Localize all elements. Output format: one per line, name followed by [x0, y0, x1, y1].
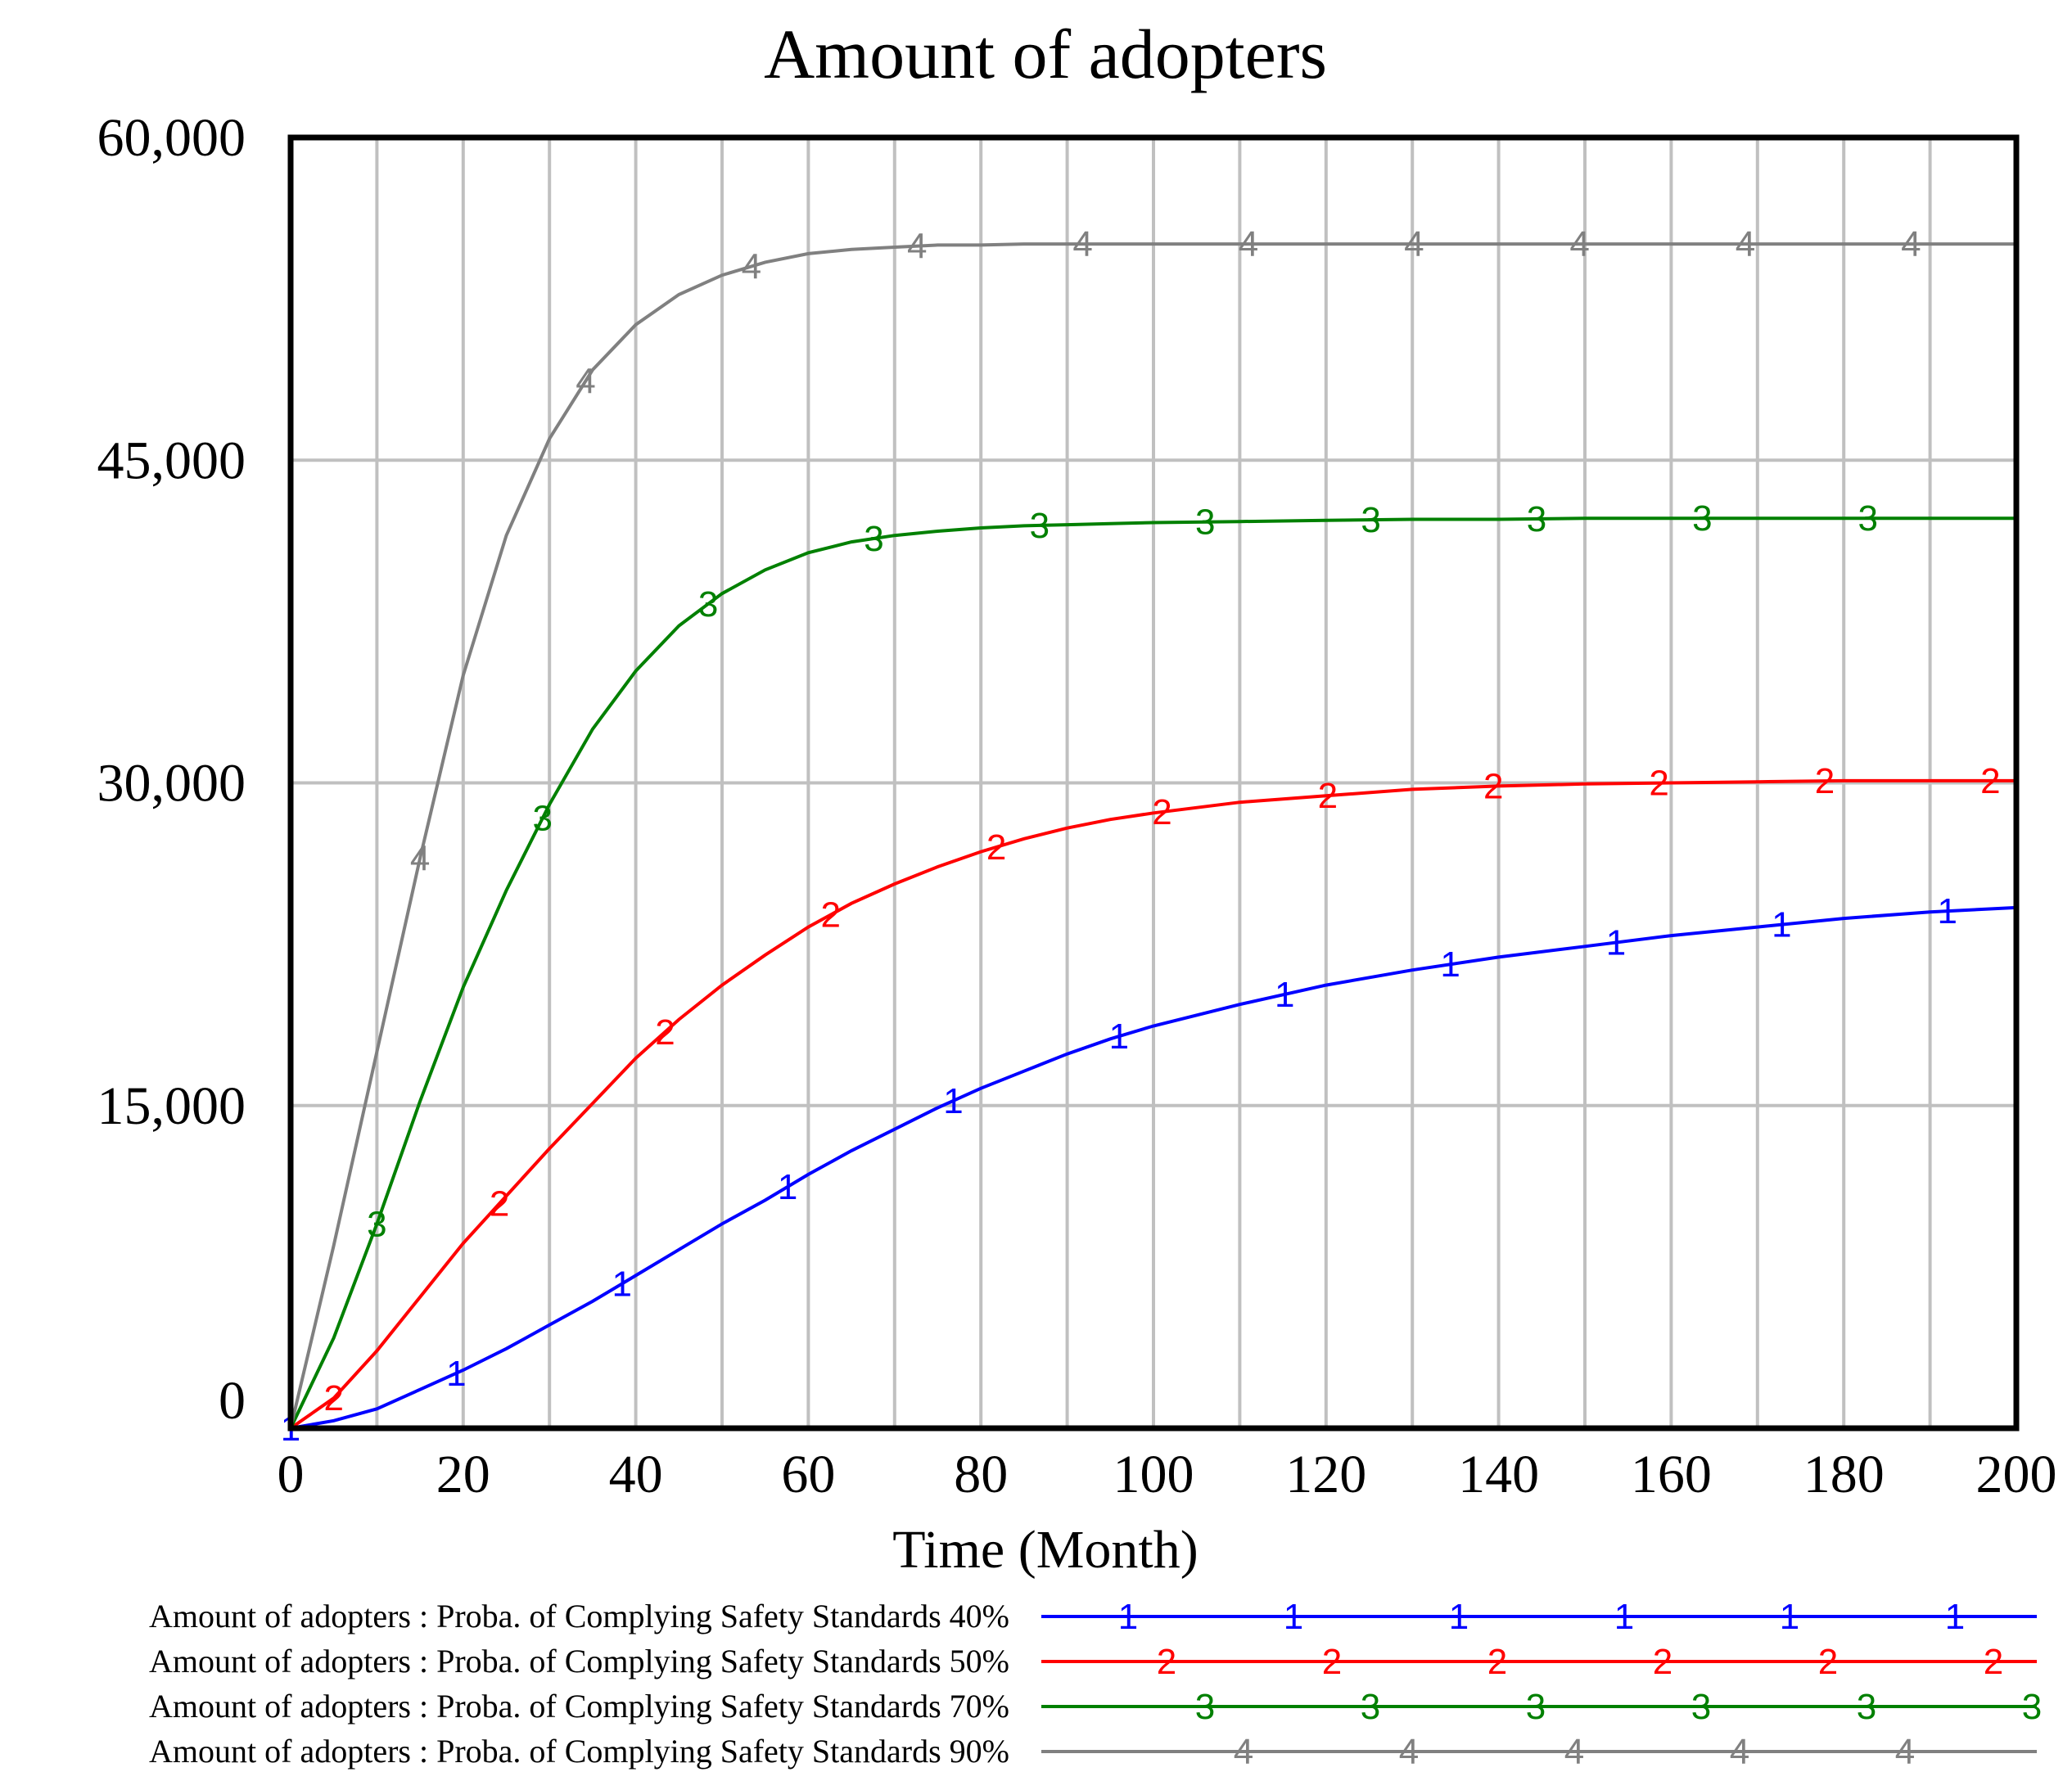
legend-label: Amount of adopters : Proba. of Complying…	[149, 1733, 1009, 1770]
legend-marker-2: 2	[1322, 1642, 1342, 1682]
series-marker-4: 4	[907, 227, 927, 267]
y-tick-label: 45,000	[97, 431, 246, 490]
series-marker-3: 3	[1527, 499, 1546, 539]
legend-marker-1: 1	[1118, 1597, 1138, 1637]
series-marker-4: 4	[1901, 224, 1921, 264]
x-axis: 0 20 40 60 80 100 120 140 160 180 200	[278, 1445, 2057, 1504]
series-line-1	[290, 905, 2017, 1430]
series-marker-2: 2	[655, 1012, 675, 1053]
legend-label: Amount of adopters : Proba. of Complying…	[149, 1643, 1009, 1680]
series-marker-4: 4	[410, 838, 430, 878]
legend-marker-2: 2	[1984, 1642, 2003, 1682]
series-marker-1: 1	[1937, 891, 1957, 931]
legend-marker-2: 2	[1157, 1642, 1176, 1682]
legend-marker-1: 1	[1614, 1597, 1634, 1637]
x-tick-label: 20	[436, 1445, 490, 1504]
x-tick-label: 120	[1285, 1445, 1366, 1504]
series-marker-1: 1	[1275, 975, 1294, 1015]
legend-marker-3: 3	[1526, 1687, 1546, 1727]
series-line-2	[289, 778, 2016, 1430]
series-marker-1: 1	[943, 1081, 963, 1121]
legend-label: Amount of adopters : Proba. of Complying…	[149, 1688, 1009, 1725]
grid	[291, 138, 2016, 1428]
x-tick-label: 140	[1458, 1445, 1539, 1504]
legend-marker-3: 3	[1195, 1687, 1215, 1727]
series-marker-3: 3	[1361, 500, 1380, 540]
series-marker-2: 2	[1318, 776, 1338, 816]
series-marker-3: 3	[864, 519, 883, 559]
series-marker-4: 4	[1404, 224, 1424, 264]
series-marker-2: 2	[1649, 764, 1668, 804]
series-marker-3: 3	[1030, 506, 1050, 546]
series-marker-2: 2	[1483, 767, 1503, 807]
legend-marker-4: 4	[1234, 1732, 1253, 1772]
x-tick-label: 200	[1976, 1445, 2057, 1504]
series-marker-2: 2	[1152, 792, 1171, 832]
series-marker-2: 2	[1980, 761, 2000, 801]
series-marker-3: 3	[698, 584, 718, 624]
legend-marker-3: 3	[1361, 1687, 1380, 1727]
legend-marker-4: 4	[1730, 1732, 1749, 1772]
y-tick-label: 30,000	[97, 754, 246, 814]
series-marker-4: 4	[742, 246, 761, 286]
series-marker-1: 1	[1109, 1017, 1129, 1057]
series-marker-4: 4	[1239, 224, 1258, 264]
legend-marker-2: 2	[1653, 1642, 1672, 1682]
series-marker-2: 2	[821, 895, 841, 936]
y-tick-label: 15,000	[97, 1076, 246, 1136]
series-marker-4: 4	[1569, 224, 1589, 264]
chart-title: Amount of adopters	[764, 15, 1327, 93]
series-marker-1: 1	[1606, 923, 1626, 963]
plot-frame	[287, 134, 2020, 1432]
legend-marker-1: 1	[1945, 1597, 1965, 1637]
series-marker-1: 1	[1772, 905, 1791, 945]
legend-marker-4: 4	[1895, 1732, 1915, 1772]
x-axis-title: Time (Month)	[892, 1520, 1198, 1580]
series-marker-1: 1	[1440, 945, 1460, 985]
series-marker-2: 2	[490, 1184, 509, 1224]
x-tick-label: 180	[1803, 1445, 1885, 1504]
legend-marker-2: 2	[1487, 1642, 1507, 1682]
legend-marker-1: 1	[1284, 1597, 1303, 1637]
x-tick-label: 100	[1113, 1445, 1194, 1504]
series-marker-4: 4	[1736, 224, 1755, 264]
series-marker-3: 3	[1195, 503, 1215, 543]
x-tick-label: 60	[781, 1445, 835, 1504]
legend-marker-3: 3	[1857, 1687, 1876, 1727]
series-line-3	[289, 516, 2016, 1429]
series-marker-3: 3	[1858, 498, 1877, 539]
series-marker-1: 1	[778, 1167, 797, 1207]
legend-marker-3: 3	[1691, 1687, 1711, 1727]
y-tick-label: 60,000	[97, 108, 246, 168]
series-marker-1: 1	[446, 1354, 466, 1394]
y-tick-label: 0	[219, 1371, 246, 1431]
legend-label: Amount of adopters : Proba. of Complying…	[149, 1598, 1009, 1634]
x-tick-label: 0	[278, 1445, 305, 1504]
legend-marker-2: 2	[1818, 1642, 1838, 1682]
legend-marker-1: 1	[1449, 1597, 1469, 1637]
x-tick-label: 40	[609, 1445, 663, 1504]
legend-marker-4: 4	[1399, 1732, 1419, 1772]
series-marker-2: 2	[986, 827, 1006, 868]
series-marker-2: 2	[323, 1378, 343, 1418]
legend-marker-3: 3	[2022, 1687, 2042, 1727]
legend: Amount of adopters : Proba. of Complying…	[149, 1597, 2042, 1772]
legend-marker-1: 1	[1780, 1597, 1799, 1637]
x-tick-label: 160	[1631, 1445, 1712, 1504]
y-axis: 0 15,000 30,000 45,000 60,000	[97, 108, 246, 1431]
legend-marker-4: 4	[1564, 1732, 1584, 1772]
series-marker-3: 3	[367, 1204, 386, 1244]
series-marker-3: 3	[533, 799, 553, 839]
x-tick-label: 80	[954, 1445, 1008, 1504]
series-marker-1: 1	[612, 1264, 631, 1304]
series-marker-4: 4	[576, 361, 595, 401]
series-marker-3: 3	[1692, 498, 1712, 539]
series-marker-4: 4	[1072, 224, 1092, 264]
series-line-4	[289, 242, 2016, 1429]
series-marker-2: 2	[1815, 761, 1835, 801]
